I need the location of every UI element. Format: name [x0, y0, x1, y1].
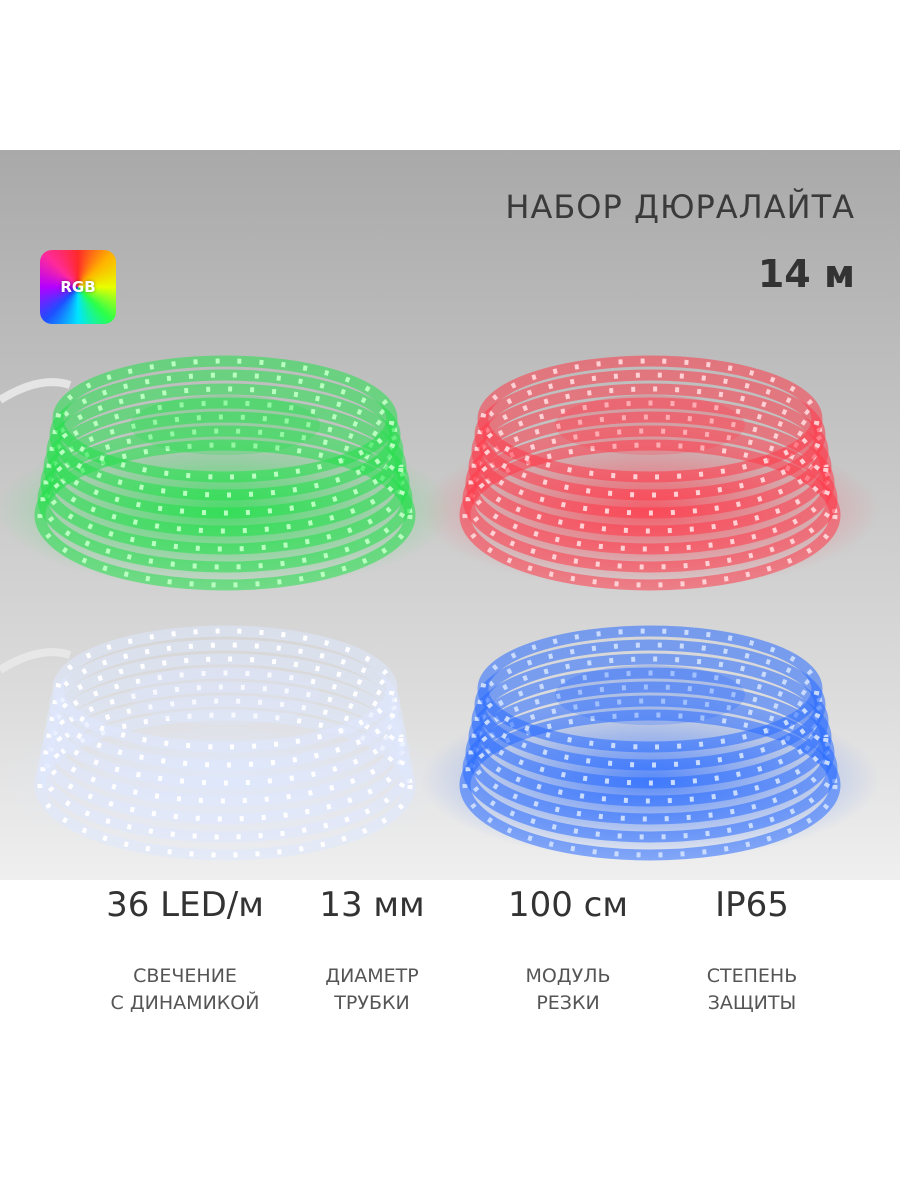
- spec-label-line: РЕЗКИ: [536, 992, 600, 1014]
- rgb-badge: RGB: [40, 250, 116, 324]
- coil-leds: [49, 656, 401, 786]
- spec: 36 LED/м СВЕЧЕНИЕ С ДИНАМИКОЙ: [75, 885, 295, 1017]
- coil-leds: [40, 698, 410, 840]
- subtitle: 14 м: [757, 252, 855, 296]
- coil-leds: [43, 684, 407, 822]
- coil-hole: [555, 395, 745, 455]
- cable: [0, 378, 72, 404]
- coil-leds: [462, 442, 838, 588]
- spec-label-line: ЗАЩИТЫ: [707, 992, 797, 1014]
- coil-hole: [130, 665, 320, 725]
- coil-ring: [49, 369, 401, 501]
- coil-leds: [46, 400, 404, 534]
- coil-leds: [37, 442, 413, 588]
- cable: [0, 648, 72, 674]
- coil-ring: [49, 639, 401, 771]
- coil-leds: [465, 698, 835, 840]
- coil-leds: [471, 670, 829, 804]
- coil-leds: [43, 414, 407, 552]
- coil-ring: [474, 369, 826, 501]
- coil-leds: [468, 684, 832, 822]
- coil-leds: [46, 670, 404, 804]
- spec-label: СТЕПЕНЬ ЗАЩИТЫ: [642, 963, 862, 1017]
- spec-label-line: ДИАМЕТР: [325, 965, 419, 987]
- spec-label: ДИАМЕТР ТРУБКИ: [262, 963, 482, 1017]
- spec-value: 100 см: [507, 885, 629, 925]
- spec: 13 мм ДИАМЕТР ТРУБКИ: [262, 885, 482, 1017]
- spec-label-line: СТЕПЕНЬ: [706, 965, 798, 987]
- coil-ring: [52, 625, 398, 753]
- badge-text: RGB: [60, 278, 96, 296]
- coil-ring: [474, 639, 826, 771]
- spec-label-line: С ДИНАМИКОЙ: [110, 992, 260, 1014]
- coil-leds: [40, 428, 410, 570]
- coil-hole: [130, 395, 320, 455]
- coil-ring: [52, 355, 398, 483]
- spec-label-line: МОДУЛЬ: [525, 965, 611, 987]
- coil-leds: [474, 386, 826, 516]
- coil-hole: [555, 665, 745, 725]
- spec-value: 36 LED/м: [106, 885, 264, 925]
- coil-leds: [471, 400, 829, 534]
- coil-leds: [49, 386, 401, 516]
- coil-leds: [468, 414, 832, 552]
- coil-ring: [477, 625, 823, 753]
- spec-value: 13 мм: [319, 885, 425, 925]
- coil-ring: [477, 355, 823, 483]
- spec-label: МОДУЛЬ РЕЗКИ: [458, 963, 678, 1017]
- spec-label-line: СВЕЧЕНИЕ: [133, 965, 237, 987]
- spec-value: IP65: [715, 885, 789, 925]
- coil-leds: [474, 656, 826, 786]
- spec-label-line: ТРУБКИ: [334, 992, 410, 1014]
- coil-leds: [37, 712, 413, 858]
- title: НАБОР ДЮРАЛАЙТА: [505, 188, 855, 226]
- spec: IP65 СТЕПЕНЬ ЗАЩИТЫ: [642, 885, 862, 1017]
- spec: 100 см МОДУЛЬ РЕЗКИ: [458, 885, 678, 1017]
- coils: [0, 355, 880, 861]
- coil-leds: [462, 712, 838, 858]
- spec-label: СВЕЧЕНИЕ С ДИНАМИКОЙ: [75, 963, 295, 1017]
- coil-leds: [465, 428, 835, 570]
